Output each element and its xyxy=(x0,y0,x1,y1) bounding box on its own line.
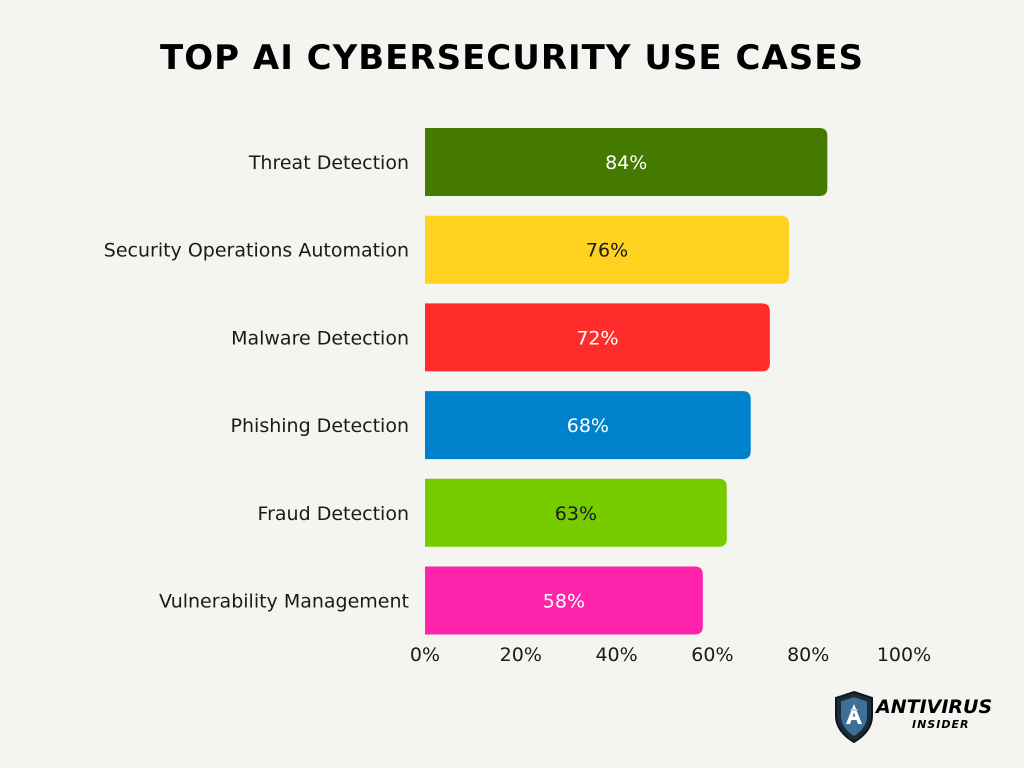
bar-1 xyxy=(425,215,790,284)
x-tick-label-3: 60% xyxy=(691,644,733,666)
bar-2 xyxy=(425,303,770,372)
data-label-5: 58% xyxy=(543,591,585,613)
x-tick-label-2: 40% xyxy=(595,644,637,666)
data-label-0: 84% xyxy=(605,152,647,174)
bar-0 xyxy=(425,128,828,196)
category-label-2: Malware Detection xyxy=(231,327,409,349)
x-tick-label-0: 0% xyxy=(410,644,440,666)
shield-icon xyxy=(835,690,873,744)
brand-logo: ANTIVIRUS INSIDER xyxy=(832,690,992,744)
logo-wordmark: ANTIVIRUS xyxy=(876,696,993,718)
x-tick-label-1: 20% xyxy=(500,644,542,666)
bar-3 xyxy=(425,391,751,460)
x-tick-label-4: 80% xyxy=(787,644,829,666)
category-label-1: Security Operations Automation xyxy=(104,240,409,262)
data-label-1: 76% xyxy=(586,240,628,262)
chart-title: TOP AI CYBERSECURITY USE CASES xyxy=(160,38,864,78)
x-tick-label-5: 100% xyxy=(877,644,931,666)
category-label-4: Fraud Detection xyxy=(258,503,409,525)
data-label-4: 63% xyxy=(555,503,597,525)
category-label-0: Threat Detection xyxy=(248,152,409,174)
category-label-3: Phishing Detection xyxy=(231,415,409,437)
data-label-2: 72% xyxy=(576,327,618,349)
data-label-3: 68% xyxy=(567,415,609,437)
category-label-5: Vulnerability Management xyxy=(159,591,409,613)
bar-5 xyxy=(425,566,703,635)
logo-subtitle: INSIDER xyxy=(912,718,970,731)
bar-4 xyxy=(425,478,727,547)
